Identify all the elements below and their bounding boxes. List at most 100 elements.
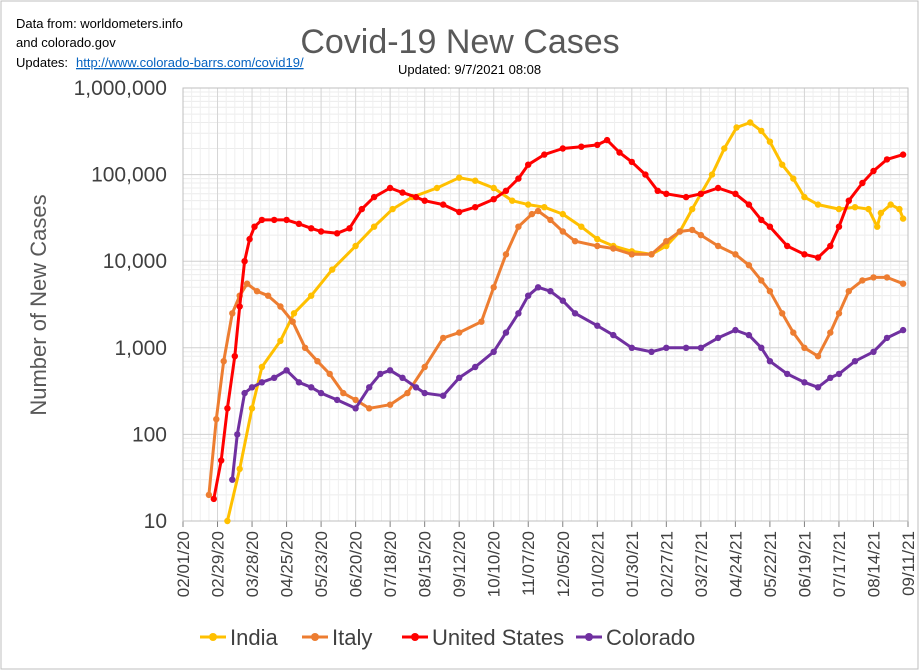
data-point xyxy=(220,358,227,365)
data-point xyxy=(412,193,420,201)
data-point xyxy=(676,228,684,235)
data-point xyxy=(559,145,566,152)
x-tick-label: 04/24/21 xyxy=(726,531,745,597)
data-point xyxy=(224,405,231,412)
data-point xyxy=(472,204,479,211)
data-point xyxy=(213,416,220,423)
data-point xyxy=(314,358,321,365)
data-point xyxy=(210,495,217,503)
data-point xyxy=(835,205,843,213)
data-point xyxy=(899,280,907,287)
source-line-2: and colorado.gov xyxy=(16,35,116,50)
data-point xyxy=(456,374,463,381)
data-point xyxy=(433,184,441,192)
data-point xyxy=(515,310,522,317)
data-point xyxy=(258,379,266,386)
data-point xyxy=(732,326,739,334)
data-point xyxy=(295,379,303,386)
data-point xyxy=(835,310,843,317)
data-point xyxy=(295,220,303,227)
series-colorado xyxy=(229,284,907,483)
updates-label: Updates: xyxy=(16,55,68,70)
data-point xyxy=(758,277,765,284)
data-point xyxy=(814,353,822,360)
data-point xyxy=(490,196,497,203)
legend-swatch-marker xyxy=(585,633,593,641)
data-point xyxy=(747,119,754,126)
y-tick-label: 100 xyxy=(132,423,167,446)
data-point xyxy=(258,216,266,224)
data-point xyxy=(733,124,740,131)
data-point xyxy=(541,204,548,211)
data-point xyxy=(616,149,623,156)
data-point xyxy=(317,228,325,235)
data-point xyxy=(440,334,447,342)
data-point xyxy=(308,225,315,232)
data-point xyxy=(874,223,881,230)
data-point xyxy=(814,254,822,261)
data-point xyxy=(421,363,428,371)
data-point xyxy=(682,193,690,201)
data-point xyxy=(317,389,325,397)
data-point xyxy=(559,210,566,218)
data-point xyxy=(478,318,485,325)
x-tick-label: 02/27/21 xyxy=(657,531,676,597)
data-point xyxy=(851,204,859,211)
data-point xyxy=(253,288,261,295)
data-point xyxy=(386,184,394,192)
data-point xyxy=(801,251,808,258)
data-point xyxy=(366,405,373,412)
data-point xyxy=(790,329,797,336)
data-point xyxy=(440,392,447,399)
x-tick-label: 02/01/20 xyxy=(174,531,193,597)
data-point xyxy=(490,348,497,355)
data-point xyxy=(883,274,891,281)
updates-link[interactable]: http://www.colorado-barrs.com/covid19/ xyxy=(76,55,304,70)
data-point xyxy=(231,353,238,360)
legend-swatch-marker xyxy=(311,633,319,641)
data-point xyxy=(648,348,655,355)
data-point xyxy=(386,367,394,374)
data-point xyxy=(827,374,834,381)
data-point xyxy=(358,205,365,213)
data-point xyxy=(790,175,797,182)
data-point xyxy=(229,476,236,483)
data-point xyxy=(559,228,566,235)
data-point xyxy=(766,223,774,230)
x-tick-label: 11/07/20 xyxy=(519,531,538,596)
x-tick-label: 01/30/21 xyxy=(623,531,642,597)
data-point xyxy=(534,284,542,291)
data-point xyxy=(594,322,601,329)
grid-lines xyxy=(182,87,909,522)
data-point xyxy=(845,197,852,204)
data-point xyxy=(515,223,522,230)
data-point xyxy=(246,235,253,243)
data-point xyxy=(218,457,225,464)
data-point xyxy=(528,210,536,218)
data-point xyxy=(352,242,359,250)
x-tick-label: 06/20/20 xyxy=(347,531,366,597)
data-point xyxy=(421,197,428,204)
data-point xyxy=(779,161,786,168)
x-tick-label: 03/28/20 xyxy=(243,531,262,597)
x-tick-label: 08/14/21 xyxy=(864,531,883,597)
data-point xyxy=(721,145,728,152)
data-point xyxy=(663,238,670,245)
data-point xyxy=(654,187,661,194)
data-point xyxy=(697,231,705,239)
data-point xyxy=(301,344,309,351)
y-tick-label: 1,000,000 xyxy=(74,77,167,100)
series-united-states xyxy=(210,136,907,503)
data-point xyxy=(346,225,353,232)
data-point xyxy=(234,431,241,438)
data-point xyxy=(745,262,753,269)
x-tick-label: 06/19/21 xyxy=(795,531,814,597)
axes xyxy=(182,87,909,527)
data-point xyxy=(333,230,341,237)
data-point xyxy=(472,363,479,371)
plot-area-frame xyxy=(182,87,909,522)
data-point xyxy=(814,384,822,391)
data-point xyxy=(697,190,705,197)
y-axis-label: Number of New Cases xyxy=(26,194,51,415)
